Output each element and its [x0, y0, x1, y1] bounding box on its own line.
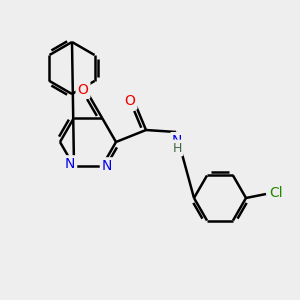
Text: O: O [124, 94, 135, 108]
Text: O: O [78, 83, 88, 97]
Text: N: N [102, 159, 112, 173]
Text: H: H [172, 142, 182, 154]
Text: Cl: Cl [269, 186, 283, 200]
Text: N: N [65, 157, 75, 171]
Text: N: N [172, 134, 182, 148]
